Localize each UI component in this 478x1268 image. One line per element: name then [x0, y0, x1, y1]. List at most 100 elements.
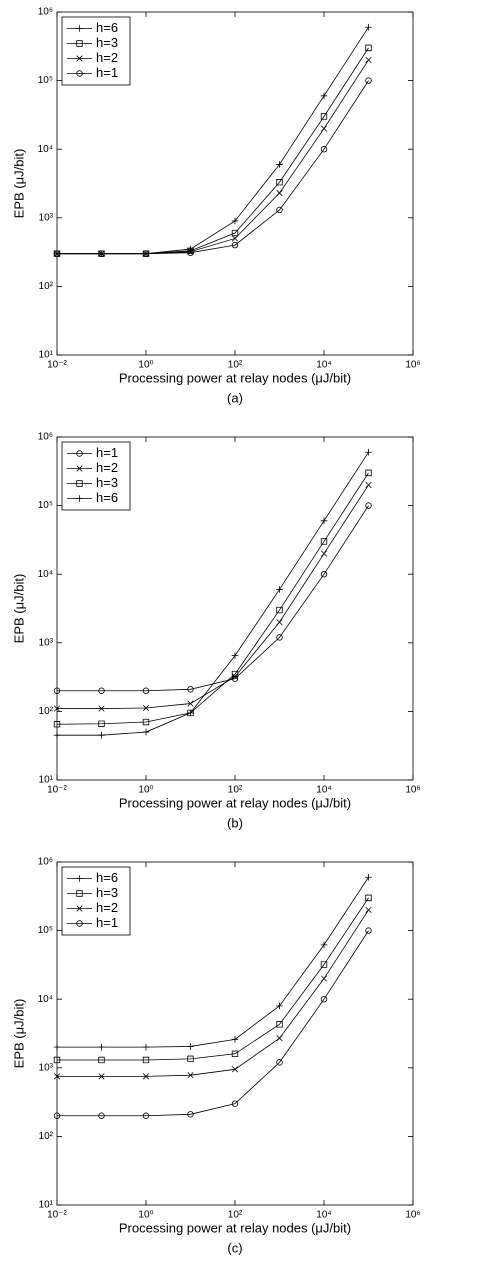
x-tick-label: 10² [228, 360, 243, 371]
marker [53, 1112, 61, 1119]
y-tick-label: 10³ [39, 637, 54, 648]
marker [187, 700, 194, 707]
marker [231, 241, 239, 249]
legend-label: h=6 [96, 490, 118, 505]
marker [187, 686, 194, 693]
x-tick-label: 10⁰ [138, 360, 153, 371]
marker [320, 961, 328, 968]
marker [320, 996, 328, 1003]
marker [276, 206, 283, 214]
legend-label: h=3 [96, 475, 118, 490]
marker [365, 894, 372, 902]
y-tick-label: 10³ [39, 212, 54, 223]
legend-label: h=3 [96, 885, 118, 900]
marker [320, 538, 328, 545]
marker [231, 1050, 239, 1057]
marker [98, 720, 105, 727]
marker [365, 56, 372, 64]
marker [276, 1002, 283, 1010]
y-tick-label: 10² [39, 281, 54, 292]
marker [142, 250, 150, 257]
marker [187, 249, 194, 256]
series-line [57, 876, 369, 1048]
marker [365, 77, 372, 84]
marker [98, 1056, 105, 1064]
marker [98, 731, 105, 739]
x-tick-label: 10⁴ [316, 1210, 331, 1221]
marker [142, 1112, 150, 1119]
marker [276, 619, 283, 626]
y-tick-label: 10¹ [39, 775, 54, 786]
x-tick-label: 10⁰ [138, 1210, 153, 1221]
marker [53, 1043, 61, 1051]
marker [231, 235, 239, 242]
x-tick-label: 10⁶ [405, 785, 420, 796]
marker [142, 1043, 150, 1051]
y-axis-label: EPB (μJ/bit) [11, 149, 26, 219]
legend-label: h=2 [96, 460, 118, 475]
marker [320, 125, 328, 132]
series-line [57, 909, 369, 1077]
y-tick-label: 10¹ [39, 350, 54, 361]
legend-label: h=2 [96, 50, 118, 65]
y-axis-label: EPB (μJ/bit) [11, 574, 26, 644]
x-tick-label: 10⁻² [47, 785, 67, 796]
series-line [57, 484, 369, 709]
marker [365, 469, 372, 477]
x-tick-label: 10⁻² [47, 1210, 67, 1221]
marker [53, 705, 61, 712]
y-tick-label: 10² [39, 706, 54, 717]
marker [365, 906, 372, 914]
x-tick-label: 10⁶ [405, 360, 420, 371]
legend-label: h=1 [96, 445, 118, 460]
caption: (b) [227, 815, 243, 830]
y-tick-label: 10⁶ [38, 7, 53, 18]
marker [187, 1043, 194, 1050]
marker [142, 718, 150, 726]
legend-marker [76, 920, 83, 927]
y-tick-label: 10² [39, 1131, 54, 1142]
marker [98, 1073, 105, 1080]
marker [276, 634, 283, 641]
series-line [57, 452, 369, 736]
marker [276, 1021, 283, 1028]
marker [98, 250, 105, 257]
marker [53, 1056, 61, 1064]
marker [231, 652, 239, 659]
x-axis-label: Processing power at relay nodes (μJ/bit) [119, 1220, 351, 1235]
marker [53, 1073, 61, 1080]
marker [320, 92, 328, 100]
marker [276, 1035, 283, 1042]
marker [187, 1111, 194, 1118]
x-axis-label: Processing power at relay nodes (μJ/bit) [119, 370, 351, 385]
legend-marker [76, 450, 83, 457]
y-tick-label: 10¹ [39, 1200, 54, 1211]
marker [276, 606, 283, 614]
legend-label: h=6 [96, 20, 118, 35]
marker [231, 670, 239, 678]
legend-marker [76, 465, 83, 472]
marker [276, 586, 283, 593]
marker [53, 687, 61, 694]
marker [231, 217, 239, 225]
marker [276, 1059, 283, 1066]
marker [276, 161, 283, 168]
marker [231, 1066, 239, 1073]
legend-marker [76, 25, 83, 32]
caption: (a) [227, 390, 243, 405]
y-tick-label: 10⁴ [38, 144, 53, 155]
series-line [57, 897, 369, 1061]
y-tick-label: 10³ [39, 1062, 54, 1073]
legend-label: h=2 [96, 900, 118, 915]
marker [365, 873, 372, 881]
x-tick-label: 10⁰ [138, 785, 153, 796]
marker [187, 1072, 194, 1079]
y-tick-label: 10⁵ [38, 925, 53, 936]
marker [365, 927, 372, 934]
y-tick-label: 10⁴ [38, 994, 53, 1005]
legend-marker [76, 495, 83, 502]
marker [142, 728, 150, 736]
legend-label: h=1 [96, 915, 118, 930]
marker [53, 721, 61, 728]
